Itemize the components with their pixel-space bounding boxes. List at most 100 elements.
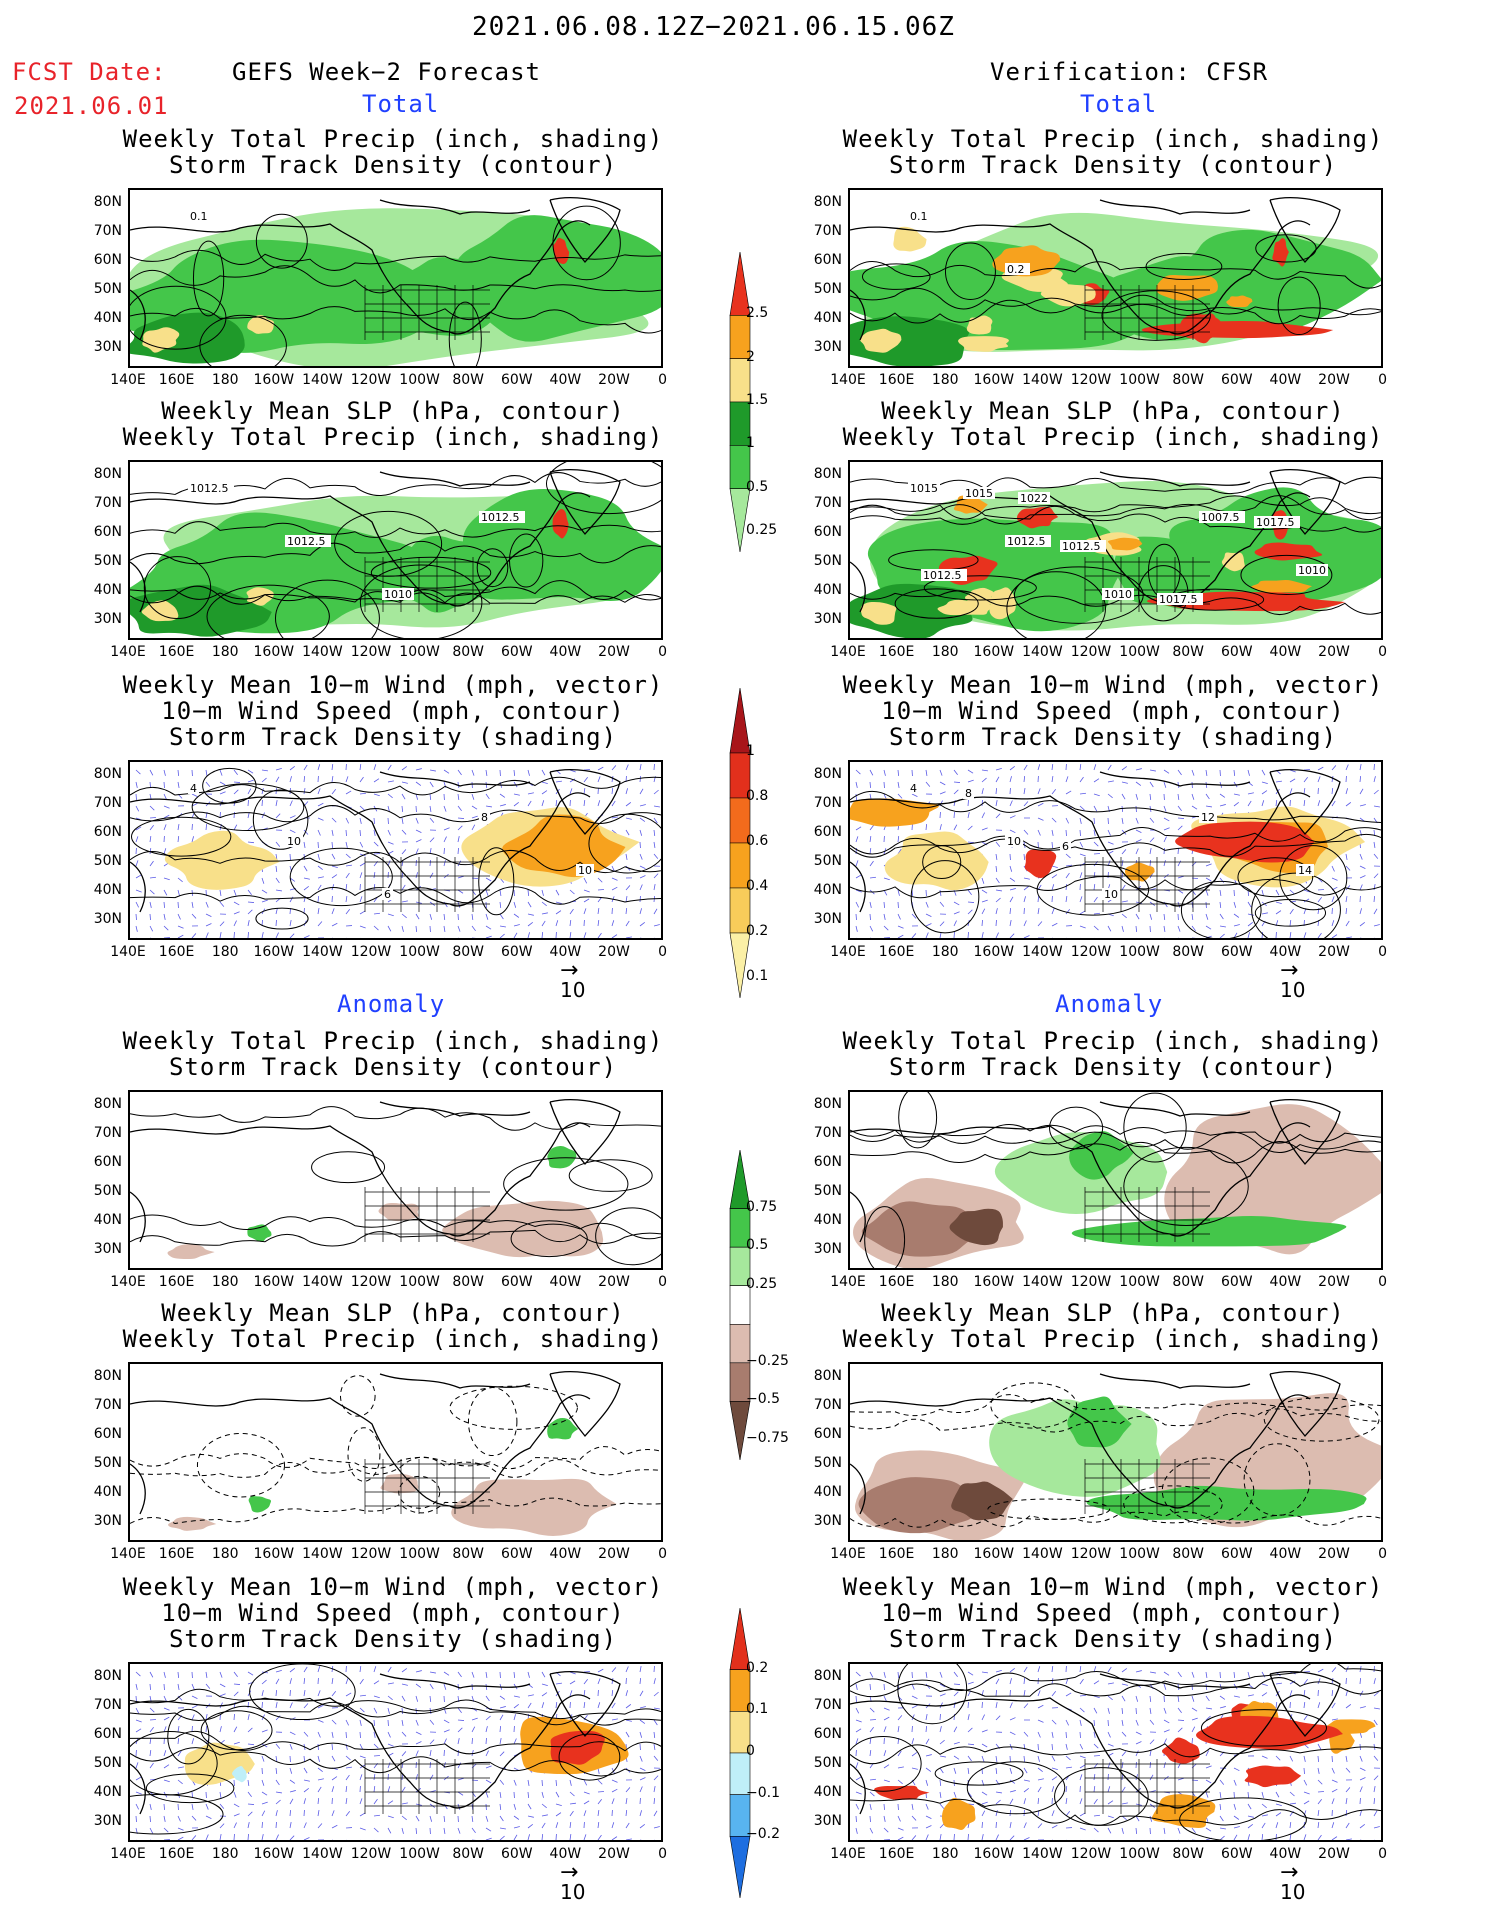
storm-total-colorbar-label: 0.8 (746, 788, 769, 804)
wind-vector (1023, 935, 1030, 938)
contour (130, 306, 661, 334)
contour-label: 1012.5 (1007, 535, 1046, 548)
wind-vector (346, 937, 347, 938)
lat-label: 70N (93, 1697, 122, 1713)
wind-vector (1121, 1762, 1124, 1769)
wind-vector (1345, 865, 1351, 871)
wind-vector (555, 1791, 560, 1798)
wind-vector (569, 1671, 576, 1675)
wind-vector (1177, 825, 1183, 831)
wind-vector (640, 1839, 642, 1840)
contour-lines (130, 767, 661, 930)
wind-vector (177, 1779, 183, 1785)
wind-vector (135, 1707, 140, 1714)
wind-vector (163, 925, 169, 931)
precip-total-colorbar-label: 0.5 (746, 478, 769, 495)
wind-vector (471, 1737, 473, 1745)
wind-vector (1107, 925, 1112, 932)
wind-vector (611, 1788, 618, 1793)
wind-vector (1359, 922, 1366, 927)
wind-vector (639, 817, 646, 822)
lon-label: 20W (1318, 1274, 1350, 1290)
wind-vector (939, 1767, 944, 1774)
wind-vector (555, 910, 562, 915)
wind-vector (205, 1671, 208, 1678)
contour (130, 1731, 661, 1755)
wind-vector (925, 901, 929, 908)
wind-vector (135, 860, 139, 867)
wind-vector (981, 812, 985, 819)
wind-vector (1233, 1815, 1240, 1820)
wind-vector (611, 886, 618, 891)
wind-vector (485, 1715, 491, 1721)
wind-vector (639, 1786, 643, 1793)
wind-vector (569, 1802, 576, 1805)
lat-label: 60N (93, 824, 122, 840)
wind-vector (303, 1798, 306, 1805)
lon-label: 160E (878, 1274, 915, 1290)
lat-label: 50N (813, 1455, 842, 1471)
wind-vector (925, 932, 929, 938)
verification-panel-6-title-line-2: 10−m Wind Speed (mph, contour) (881, 1599, 1345, 1627)
contour (850, 1798, 1381, 1826)
wind-vector (1093, 778, 1100, 783)
wind-vector (317, 1797, 320, 1805)
wind-vector (611, 816, 618, 819)
wind-vector (415, 1774, 418, 1781)
wind-vector (346, 1839, 347, 1840)
wind-vector (639, 853, 643, 860)
wind-vector (1023, 1822, 1027, 1829)
wind-vector (219, 1834, 222, 1840)
wind-vector (163, 1827, 169, 1833)
contour (934, 1761, 1024, 1786)
wind-vector (1177, 925, 1181, 932)
wind-vector (429, 859, 432, 867)
wind-vector (897, 848, 902, 855)
wind-vector (897, 1836, 904, 1840)
wind-vector (373, 764, 377, 771)
wind-vector (1121, 884, 1126, 891)
lon-label: 120W (350, 944, 392, 960)
wind-vector (275, 841, 281, 847)
wind-vector (1247, 1791, 1250, 1799)
wind-vector (883, 1827, 889, 1833)
wind-vector (555, 1779, 557, 1787)
lon-label: 140W (1022, 944, 1063, 960)
wind-vector (911, 1705, 918, 1709)
wind-vector (247, 799, 249, 807)
wind-vector (925, 1725, 928, 1733)
wind-vector (163, 1716, 170, 1721)
map-canvas (850, 1664, 1381, 1840)
coastline-north-america (850, 792, 1311, 907)
forecast-panel-5-title-line-1: Weekly Mean SLP (hPa, contour) (161, 1299, 625, 1327)
contour-label-bg (188, 210, 213, 222)
wind-vector (191, 1683, 195, 1690)
lat-label: 30N (813, 1813, 842, 1829)
wind-vector (1233, 769, 1236, 777)
wind-vector (261, 889, 268, 894)
wind-vector (869, 901, 872, 908)
wind-vector (1149, 793, 1152, 801)
wind-vector (332, 937, 334, 938)
wind-vector (359, 829, 361, 837)
vector-reference-arrow: → (560, 958, 579, 983)
anomaly-shading (1067, 1396, 1132, 1448)
wind-vector (1009, 1717, 1016, 1721)
wind-vector (513, 1695, 520, 1698)
wind-vector (597, 908, 600, 915)
precip-anomaly-colorbar-label: −0.5 (746, 1391, 780, 1408)
wind-vector (1247, 1815, 1254, 1818)
forecast-panel-3-title-line-3: Storm Track Density (shading) (168, 723, 618, 751)
precip-shading (1226, 295, 1253, 308)
contour (130, 1106, 661, 1131)
contour (850, 1394, 1381, 1417)
wind-vector (331, 776, 334, 783)
wind-vector (303, 841, 306, 848)
lon-label: 120W (350, 644, 392, 660)
wind-vector (443, 925, 446, 932)
lon-label: 80W (452, 1546, 485, 1562)
wind-vector (1317, 1678, 1321, 1685)
wind-vector (925, 1779, 929, 1786)
wind-vector (967, 1767, 970, 1774)
forecast-map-panel-1: 0.1 (128, 188, 663, 368)
